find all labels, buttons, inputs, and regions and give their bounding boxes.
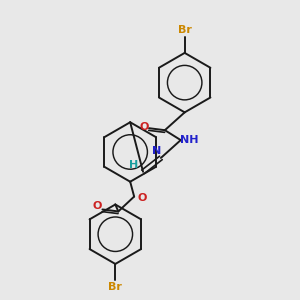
- Text: O: O: [93, 202, 102, 212]
- Text: NH: NH: [180, 135, 199, 145]
- Text: H: H: [128, 160, 138, 170]
- Text: N: N: [152, 146, 162, 156]
- Text: Br: Br: [108, 282, 122, 292]
- Text: O: O: [140, 122, 149, 132]
- Text: O: O: [137, 193, 147, 202]
- Text: Br: Br: [178, 25, 192, 35]
